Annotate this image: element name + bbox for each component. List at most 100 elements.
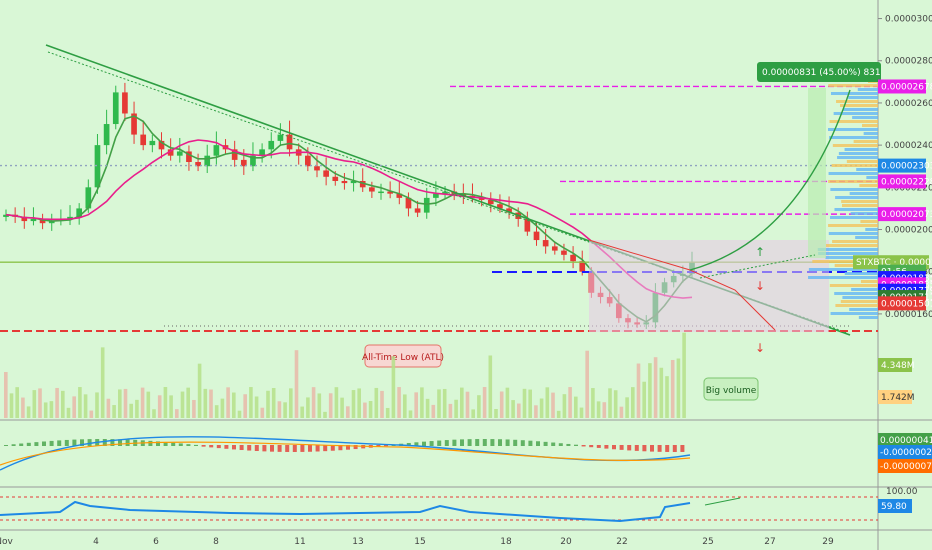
atl-callout-box — [364, 344, 442, 368]
candle-body — [231, 149, 238, 160]
macd-histogram-bar — [498, 439, 502, 446]
candle-body — [140, 134, 147, 146]
volume-profile-bar — [848, 96, 878, 99]
volume-bar — [351, 390, 356, 418]
macd-histogram-bar — [64, 439, 69, 446]
candle-body — [112, 92, 119, 125]
macd-histogram-bar — [110, 439, 115, 446]
volume-bar — [95, 392, 99, 418]
price-tag — [878, 174, 926, 189]
volume-bar — [391, 356, 396, 418]
volume-profile-bar — [862, 124, 878, 127]
volume-bar — [460, 387, 464, 418]
volume-bar — [83, 394, 88, 418]
volume-profile-bar — [833, 112, 878, 115]
volume-profile-bar — [832, 144, 878, 147]
price-tag-label: STXBTC · 0.00001845 — [856, 258, 932, 268]
volume-profile-bar — [830, 312, 878, 315]
volume-bar — [32, 390, 37, 418]
volume-profile-bar — [829, 284, 878, 287]
volume-profile-bar — [859, 184, 878, 187]
volume-bar — [346, 406, 350, 418]
macd-histogram-bar — [315, 445, 320, 452]
macd-histogram-bar — [558, 443, 563, 446]
macd-histogram-bar — [209, 445, 214, 448]
volume-bar — [636, 363, 641, 418]
macd-histogram-bar — [604, 445, 609, 449]
candle-body — [423, 197, 430, 213]
volume-bar — [437, 389, 441, 418]
volume-bar — [363, 402, 367, 418]
volume-bar — [488, 355, 493, 418]
volume-bar — [608, 388, 612, 418]
x-tick-label: 27 — [764, 537, 775, 547]
macd-tag-label: 0.00000041 — [880, 436, 932, 446]
macd-histogram-bar — [414, 442, 419, 446]
volume-bar — [505, 387, 510, 418]
volume-bar — [397, 387, 401, 418]
macd-histogram-bar — [118, 439, 122, 446]
macd-histogram-bar — [460, 439, 464, 446]
volume-bar — [340, 397, 344, 418]
volume-profile-bar — [851, 288, 878, 291]
macd-histogram-bar — [308, 445, 312, 452]
volume-bar — [203, 388, 208, 418]
candle-body — [561, 250, 567, 255]
macd-histogram-bar — [247, 445, 252, 451]
candle-body — [570, 254, 576, 262]
macd-histogram-bar — [376, 445, 381, 447]
candle-body — [122, 92, 128, 114]
volume-bar — [403, 394, 407, 418]
volume-bar — [574, 396, 578, 418]
price-tag-label: 0.00002303 — [881, 162, 932, 172]
volume-bar — [665, 376, 669, 418]
candle-body — [3, 214, 9, 217]
volume-bar — [374, 387, 379, 418]
macd-histogram-bar — [323, 445, 328, 452]
volume-bar — [157, 395, 162, 418]
macd-histogram-bar — [270, 445, 274, 452]
macd-histogram-bar — [589, 445, 594, 448]
volume-bar — [197, 363, 202, 418]
volume-profile-bar — [828, 172, 878, 175]
measure-tag — [757, 62, 881, 82]
macd-histogram-bar — [26, 442, 31, 446]
candle-body — [176, 151, 183, 156]
volume-bar — [152, 409, 156, 418]
volume-bar — [175, 409, 179, 418]
volume-profile-bar — [856, 168, 878, 171]
volume-profile-bar — [842, 296, 878, 299]
price-tag-label: 0.00002678 — [881, 82, 932, 92]
macd-histogram-bar — [566, 443, 571, 446]
rsi-tag-label: 59.80 — [881, 502, 907, 512]
volume-bar — [585, 350, 589, 418]
candle-body — [94, 145, 101, 188]
macd-histogram-bar — [87, 439, 92, 446]
macd-histogram-bar — [627, 445, 632, 451]
volume-bar — [556, 410, 561, 418]
volume-profile-bar — [855, 236, 878, 239]
macd-histogram-bar — [543, 441, 548, 446]
candle-body — [487, 199, 494, 205]
macd-histogram-bar — [277, 445, 282, 452]
macd-tag-label: -0.00000029 — [880, 448, 932, 458]
volume-bar — [323, 411, 327, 418]
volume-tag-label: 4.348M — [881, 361, 915, 371]
macd-histogram-bar — [163, 442, 168, 446]
candle-body — [67, 216, 73, 219]
measure-label: 0.00000831 (45.00%) 831 — [762, 68, 881, 78]
macd-histogram-bar — [657, 445, 662, 452]
volume-bar — [4, 372, 8, 418]
volume-bar — [619, 406, 624, 418]
candle-body — [442, 191, 448, 194]
macd-tag — [878, 445, 932, 459]
macd-histogram-bar — [650, 445, 654, 452]
rsi-tick-label: 100.00 — [886, 487, 918, 497]
volume-bar — [21, 397, 25, 418]
candle-body — [277, 134, 284, 141]
macd-tag — [878, 433, 932, 447]
down-arrow: ↓ — [755, 279, 765, 293]
macd-histogram-bar — [384, 445, 388, 447]
